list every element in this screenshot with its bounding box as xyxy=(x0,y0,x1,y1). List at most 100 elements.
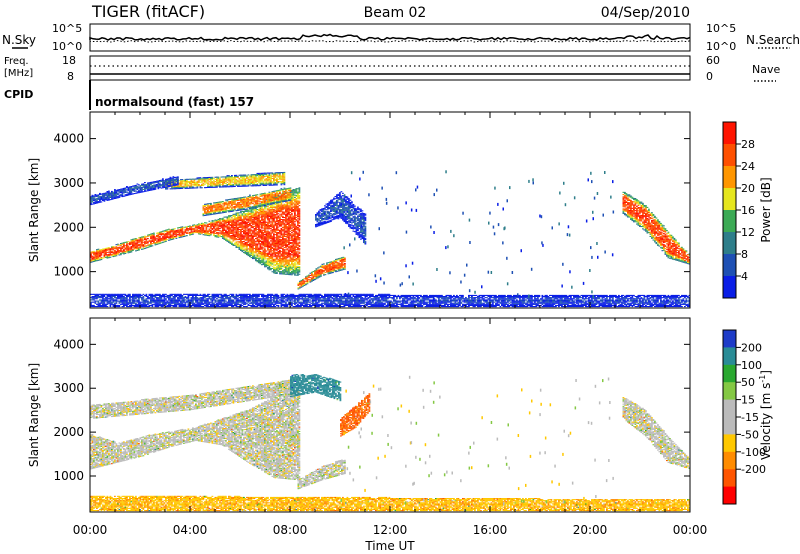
scatter-cell xyxy=(208,232,211,234)
scatter-cell xyxy=(327,269,330,271)
scatter-cell xyxy=(219,225,221,227)
scatter-cell xyxy=(253,183,256,185)
scatter-cell xyxy=(270,260,272,262)
scatter-cell xyxy=(273,255,275,257)
scatter-cell xyxy=(297,271,299,273)
scatter-cell xyxy=(294,209,296,211)
scatter-cell xyxy=(232,230,235,232)
scatter-cell xyxy=(288,255,290,257)
scatter-cell xyxy=(283,176,286,178)
scatter-cell xyxy=(232,184,235,186)
scatter-cell xyxy=(277,232,280,234)
scatter-cell xyxy=(255,246,257,248)
scatter-cell xyxy=(253,251,256,253)
scatter-cell xyxy=(223,228,226,230)
scatter-cell xyxy=(274,204,277,206)
scatter-cell xyxy=(229,215,232,217)
scatter-cell xyxy=(294,210,296,212)
scatter-cell xyxy=(247,224,250,226)
scatter-cell xyxy=(220,221,223,223)
scatter-cell xyxy=(274,246,277,248)
scatter-cell xyxy=(329,267,331,269)
scatter-cell xyxy=(268,216,271,218)
scatter-cell xyxy=(339,264,342,266)
scatter-cell xyxy=(205,230,208,232)
scatter-cell xyxy=(291,234,293,236)
scatter-cell xyxy=(255,181,257,183)
scatter-cell xyxy=(109,254,112,256)
scatter-cell xyxy=(120,245,122,247)
scatter-cell xyxy=(232,201,235,203)
scatter-cell xyxy=(298,262,301,264)
scatter-cell xyxy=(154,243,157,245)
scatter-cell xyxy=(283,174,286,176)
scatter-cell xyxy=(285,210,287,212)
scatter-cell xyxy=(219,185,221,187)
scatter-cell xyxy=(240,197,242,199)
scatter-cell xyxy=(270,179,272,181)
scatter-cell xyxy=(243,207,245,209)
scatter-cell xyxy=(132,248,134,250)
scatter-cell xyxy=(258,216,260,218)
scatter-cell xyxy=(241,246,244,248)
scatter-cell xyxy=(202,184,205,186)
scatter-cell xyxy=(246,223,248,225)
scatter-cell xyxy=(244,201,247,203)
scatter-cell xyxy=(240,245,242,247)
scatter-cell xyxy=(276,207,278,209)
scatter-cell xyxy=(259,194,262,196)
scatter-cell xyxy=(226,239,229,241)
scatter-cell xyxy=(213,177,215,179)
scatter-cell xyxy=(115,253,118,255)
scatter-cell xyxy=(283,207,286,209)
scatter-cell xyxy=(283,253,286,255)
scatter-cell xyxy=(270,210,272,212)
scatter-cell xyxy=(285,209,287,211)
scatter-cell xyxy=(280,272,283,274)
scatter-cell xyxy=(256,211,259,213)
scatter-cell xyxy=(249,222,251,224)
scatter-cell xyxy=(205,224,208,226)
scatter-cell xyxy=(238,206,241,208)
scatter-cell xyxy=(295,254,298,256)
scatter-cell xyxy=(223,234,226,236)
scatter-cell xyxy=(235,228,238,230)
scatter-cell xyxy=(277,236,280,238)
scatter-cell xyxy=(265,265,268,267)
scatter-cell xyxy=(199,230,202,232)
scatter-cell xyxy=(294,191,296,193)
scatter-cell xyxy=(106,256,109,258)
scatter-cell xyxy=(235,217,238,219)
scatter-cell xyxy=(228,221,230,223)
scatter-cell xyxy=(298,238,301,240)
scatter-cell xyxy=(237,226,239,228)
scatter-cell xyxy=(271,252,274,254)
scatter-cell xyxy=(268,191,271,193)
scatter-cell xyxy=(204,214,206,216)
scatter-cell xyxy=(235,246,238,248)
scatter-cell xyxy=(294,205,296,207)
scatter-cell xyxy=(309,279,312,281)
scatter-cell xyxy=(291,203,293,205)
scatter-cell xyxy=(172,234,175,236)
scatter-cell xyxy=(226,225,229,227)
scatter-cell xyxy=(291,214,293,216)
scatter-cell xyxy=(252,212,254,214)
scatter-cell xyxy=(314,273,316,275)
scatter-cell xyxy=(105,249,107,251)
scatter-cell xyxy=(283,173,286,175)
scatter-cell xyxy=(288,195,290,197)
scatter-cell xyxy=(276,212,278,214)
scatter-cell xyxy=(243,211,245,213)
scatter-cell xyxy=(154,237,157,239)
scatter-cell xyxy=(282,242,284,244)
scatter-cell xyxy=(201,229,203,231)
scatter-cell xyxy=(208,230,211,232)
scatter-cell xyxy=(283,269,286,271)
scatter-cell xyxy=(292,258,295,260)
scatter-cell xyxy=(246,250,248,252)
scatter-cell xyxy=(244,206,247,208)
scatter-cell xyxy=(205,208,208,210)
scatter-cell xyxy=(109,252,112,254)
scatter-cell xyxy=(235,230,238,232)
